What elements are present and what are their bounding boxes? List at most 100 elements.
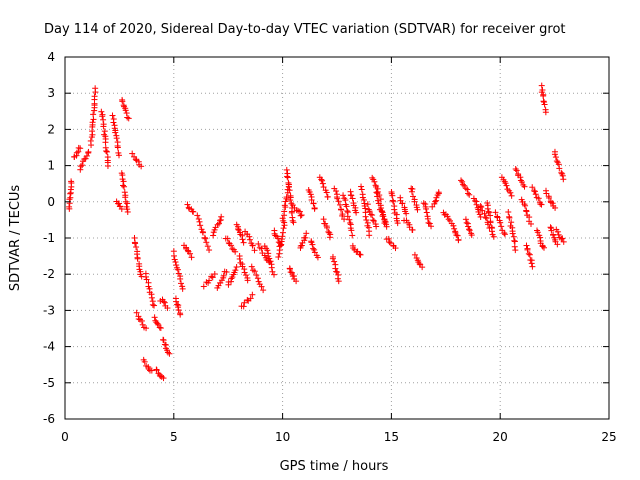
data-point	[258, 283, 265, 290]
data-point	[356, 251, 363, 258]
data-point	[367, 211, 374, 218]
data-point	[506, 214, 513, 221]
data-point	[423, 205, 430, 212]
data-point	[203, 239, 210, 246]
data-point	[206, 247, 213, 254]
data-point	[358, 186, 365, 193]
data-point	[248, 263, 255, 270]
data-point	[208, 273, 215, 280]
data-point	[373, 223, 380, 230]
data-point	[164, 305, 171, 312]
data-point	[232, 248, 239, 255]
data-point	[479, 207, 486, 214]
data-point	[251, 268, 258, 275]
axis-ticks: 0 5 10 15 20 25 -6 -5 -4 -3 -2 -1 0 1 2 3 4	[43, 50, 617, 444]
x-tick-label: 5	[170, 430, 178, 444]
data-point	[198, 226, 205, 233]
data-point	[552, 204, 559, 211]
data-point	[218, 213, 225, 220]
data-point	[139, 321, 146, 328]
data-point	[297, 212, 304, 219]
data-point	[523, 208, 530, 215]
data-points	[66, 82, 567, 382]
data-point	[138, 163, 145, 170]
data-point	[274, 235, 281, 242]
data-point	[311, 246, 318, 253]
data-point	[124, 114, 131, 121]
data-point	[538, 201, 545, 208]
data-point	[310, 245, 317, 252]
data-point	[281, 208, 288, 215]
data-point	[160, 375, 167, 382]
data-point	[190, 208, 197, 215]
data-point	[501, 231, 508, 238]
data-point	[275, 254, 282, 261]
x-tick-label: 10	[275, 430, 290, 444]
data-point	[326, 234, 333, 241]
data-point	[197, 222, 204, 229]
data-point	[114, 144, 121, 151]
data-point	[466, 226, 473, 233]
data-point	[464, 186, 471, 193]
data-point	[333, 188, 340, 195]
data-point	[271, 271, 278, 278]
data-point	[385, 235, 392, 242]
data-point	[66, 203, 73, 210]
data-point	[535, 195, 542, 202]
data-point	[173, 262, 180, 269]
data-point	[211, 271, 218, 278]
data-point	[289, 202, 296, 209]
data-point	[454, 232, 461, 239]
data-point	[542, 109, 549, 116]
data-point	[308, 196, 315, 203]
data-point	[513, 167, 520, 174]
data-point	[348, 192, 355, 199]
data-point	[478, 204, 485, 211]
data-point	[285, 183, 292, 190]
data-point	[129, 150, 136, 157]
data-point	[508, 219, 515, 226]
y-tick-label: 2	[47, 122, 55, 136]
y-tick-label: -6	[43, 412, 55, 426]
data-point	[529, 184, 536, 191]
y-tick-label: 4	[47, 50, 55, 64]
data-point	[318, 176, 325, 183]
data-point	[284, 174, 291, 181]
data-point	[253, 272, 260, 279]
data-point	[309, 241, 316, 248]
data-point	[360, 196, 367, 203]
data-point	[244, 296, 251, 303]
data-point	[290, 219, 297, 226]
data-point	[549, 200, 556, 207]
data-point	[383, 223, 390, 230]
data-point	[286, 187, 293, 194]
data-point	[477, 203, 484, 210]
data-point	[344, 208, 351, 215]
data-point	[357, 251, 364, 258]
data-point	[210, 232, 217, 239]
data-point	[177, 275, 184, 282]
data-point	[133, 309, 140, 316]
data-point	[408, 188, 415, 195]
y-tick-label: 1	[47, 159, 55, 173]
data-point	[249, 242, 256, 249]
data-point	[492, 209, 499, 216]
data-point	[229, 245, 236, 252]
data-point	[528, 260, 535, 267]
data-point	[336, 201, 343, 208]
data-point	[188, 254, 195, 261]
data-point	[170, 252, 177, 259]
data-point	[370, 217, 377, 224]
data-point	[455, 237, 462, 244]
data-point	[371, 178, 378, 185]
data-point	[433, 194, 440, 201]
data-point	[156, 324, 163, 331]
data-point	[534, 229, 541, 236]
data-point	[160, 298, 167, 305]
data-point	[122, 194, 129, 201]
data-point	[334, 269, 341, 276]
data-point	[428, 223, 435, 230]
data-point	[347, 220, 354, 227]
data-point	[319, 180, 326, 187]
data-point	[244, 277, 251, 284]
